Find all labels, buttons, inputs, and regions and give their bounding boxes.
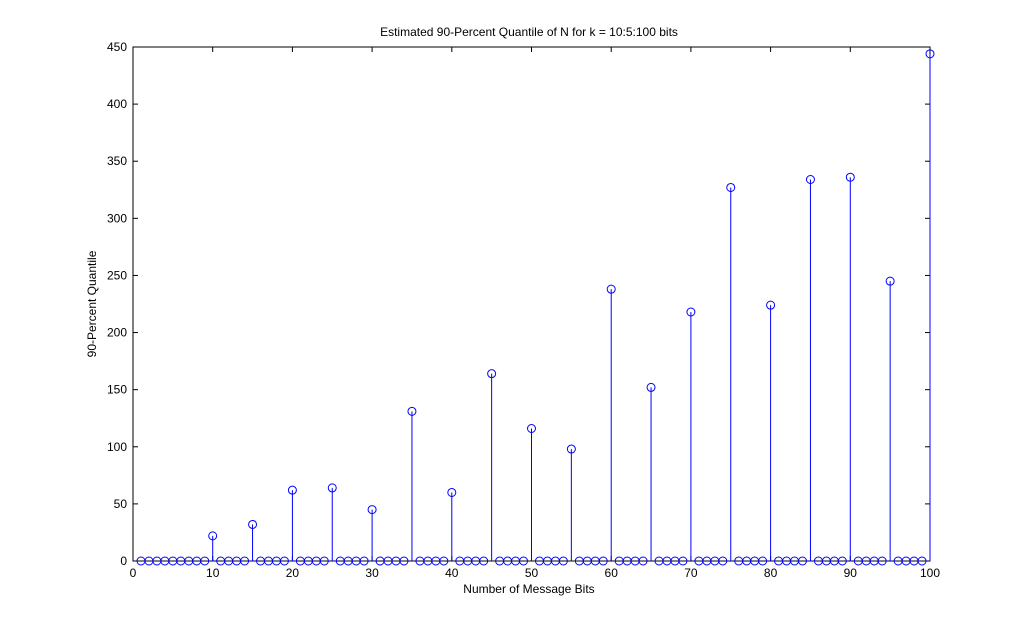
stem-marker xyxy=(248,519,258,529)
stem-marker xyxy=(240,556,250,566)
stem-marker xyxy=(439,556,449,566)
stem-marker xyxy=(686,307,696,317)
x-tick-label: 70 xyxy=(684,566,698,580)
x-tick-label: 90 xyxy=(844,566,858,580)
stem-marker xyxy=(208,531,218,541)
y-tick-label: 200 xyxy=(107,326,127,340)
x-tick-label: 100 xyxy=(920,566,940,580)
stem-marker xyxy=(797,556,807,566)
x-tick-label: 60 xyxy=(605,566,619,580)
stem-marker xyxy=(519,556,529,566)
y-tick-label: 0 xyxy=(120,554,127,568)
stem-marker xyxy=(598,556,608,566)
y-tick-label: 50 xyxy=(114,497,128,511)
stem-marker xyxy=(646,382,656,392)
plot-area: 0 10 20 30 40 50 60 70 80 90 100 0 50 100 150 200 250 300… xyxy=(107,40,940,580)
x-tick-label: 10 xyxy=(206,566,220,580)
stem-marker xyxy=(527,424,536,434)
y-axis-label: 90-Percent Quantile xyxy=(85,250,99,357)
y-tick-label: 450 xyxy=(107,40,127,54)
stem-marker xyxy=(917,556,927,566)
stem-marker xyxy=(359,556,369,566)
x-tick-label: 0 xyxy=(130,566,137,580)
stem-marker xyxy=(845,172,855,182)
stem-marker xyxy=(837,556,847,566)
stem-marker xyxy=(877,556,887,566)
stem-marker xyxy=(407,406,417,416)
stem-marker xyxy=(678,556,688,566)
stem-marker xyxy=(287,485,297,495)
stem-marker xyxy=(925,49,935,59)
stem-marker xyxy=(566,444,576,454)
x-tick-label: 30 xyxy=(365,566,379,580)
stem-marker xyxy=(558,556,568,566)
stem-marker xyxy=(606,284,616,294)
stem-marker xyxy=(279,556,289,566)
chart-title: Estimated 90-Percent Quantile of N for k… xyxy=(380,25,678,39)
stem-marker xyxy=(766,300,776,310)
x-tick-label: 80 xyxy=(764,566,778,580)
stem-marker xyxy=(327,483,337,493)
stem-marker xyxy=(200,556,210,566)
y-tick-label: 300 xyxy=(107,211,127,225)
stem-marker xyxy=(447,487,457,497)
stem-marker xyxy=(718,556,728,566)
y-tick-label: 350 xyxy=(107,154,127,168)
stem-marker xyxy=(885,276,895,286)
stem-marker xyxy=(399,556,409,566)
x-tick-label: 50 xyxy=(525,566,539,580)
y-tick-label: 150 xyxy=(107,383,127,397)
stem-marker xyxy=(479,556,489,566)
stem-marker xyxy=(726,182,736,192)
stem-marker xyxy=(805,174,815,184)
y-tick-label: 250 xyxy=(107,268,127,282)
y-tick-label: 400 xyxy=(107,97,127,111)
x-tick-label: 40 xyxy=(445,566,459,580)
stem-marker xyxy=(638,556,648,566)
stem-marker xyxy=(367,505,377,515)
y-tick-label: 100 xyxy=(107,440,127,454)
x-tick-label: 20 xyxy=(286,566,300,580)
x-axis-label: Number of Message Bits xyxy=(463,582,594,596)
stem-marker xyxy=(758,556,768,566)
stem-marker xyxy=(487,369,497,379)
stem-marker xyxy=(319,556,329,566)
